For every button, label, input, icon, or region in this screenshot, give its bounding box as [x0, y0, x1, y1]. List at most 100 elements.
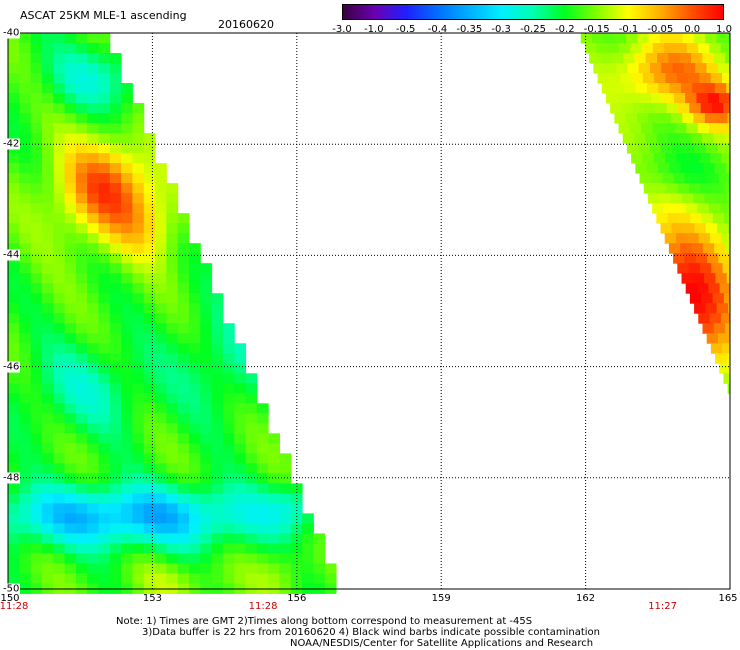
swath-cell: [200, 553, 213, 564]
swath-cell: [98, 503, 111, 514]
swath-cell: [711, 103, 724, 114]
swath-cell: [188, 543, 201, 554]
swath-cell: [155, 463, 167, 474]
swath-cell: [64, 253, 77, 264]
swath-cell: [30, 113, 43, 124]
swath-cell: [143, 313, 156, 324]
swath-cell: [87, 333, 99, 344]
swath-cell: [75, 363, 88, 374]
swath-cell: [143, 173, 156, 184]
swath-cell: [8, 173, 20, 184]
swath-cell: [222, 373, 235, 384]
swath-cell: [98, 33, 111, 44]
swath-cell: [177, 493, 190, 504]
swath-cell: [53, 283, 66, 294]
swath-cell: [19, 273, 32, 284]
swath-cell: [109, 303, 122, 314]
swath-cell: [696, 93, 709, 104]
swath-cell: [692, 273, 705, 284]
colorbar: [342, 4, 724, 20]
swath-cell: [714, 83, 727, 94]
swath-cell: [87, 503, 99, 514]
lon-tick-label: 153: [142, 593, 162, 604]
swath-cell: [188, 333, 201, 344]
swath-cell: [143, 523, 156, 534]
swath-cell: [177, 213, 190, 224]
swath-cell: [8, 413, 20, 424]
swath-cell: [53, 303, 66, 314]
swath-cell: [98, 43, 111, 54]
swath-cell: [166, 363, 179, 374]
swath-cell: [109, 113, 122, 124]
swath-cell: [41, 213, 54, 224]
swath-cell: [87, 123, 99, 134]
swath-cell: [132, 203, 145, 214]
swath-cell: [53, 423, 66, 434]
swath-cell: [245, 413, 258, 424]
swath-cell: [717, 143, 730, 154]
swath-cell: [109, 203, 122, 214]
swath-cell: [200, 523, 213, 534]
swath-cell: [8, 163, 20, 174]
swath-cell: [98, 433, 111, 444]
swath-cell: [121, 573, 133, 584]
swath-cell: [8, 543, 20, 554]
lat-tick-label: -42: [2, 138, 21, 150]
swath-cell: [674, 203, 687, 214]
swath-cell: [109, 453, 122, 464]
swath-cell: [177, 293, 190, 304]
swath-cell: [41, 43, 54, 54]
swath-cell: [188, 433, 201, 444]
swath-cell: [222, 413, 235, 424]
swath-cell: [8, 433, 20, 444]
swath-cell: [109, 523, 122, 534]
swath-cell: [75, 233, 88, 244]
swath-cell: [30, 363, 43, 374]
swath-cell: [53, 333, 66, 344]
swath-cell: [41, 423, 54, 434]
swath-cell: [211, 513, 224, 524]
swath-cell: [64, 403, 77, 414]
swath-cell: [132, 493, 145, 504]
swath-cell: [75, 413, 88, 424]
swath-cell: [53, 553, 66, 564]
swath-cell: [256, 573, 269, 584]
swath-cell: [109, 233, 122, 244]
swath-cell: [30, 263, 43, 274]
swath-cell: [53, 343, 66, 354]
swath-cell: [64, 203, 77, 214]
swath-cell: [623, 53, 635, 64]
swath-cell: [177, 523, 190, 534]
swath-cell: [53, 163, 66, 174]
swath-cell: [30, 353, 43, 364]
swath-cell: [632, 103, 645, 114]
swath-cell: [211, 413, 224, 424]
swath-cell: [19, 223, 32, 234]
swath-cell: [155, 293, 167, 304]
swath-cell: [64, 333, 77, 344]
swath-cell: [98, 153, 111, 164]
swath-cell: [234, 473, 247, 484]
swath-cell: [166, 383, 179, 394]
swath-cell: [98, 303, 111, 314]
swath-cell: [177, 233, 190, 244]
swath-cell: [702, 243, 715, 254]
swath-cell: [143, 243, 156, 254]
swath-cell: [8, 123, 20, 134]
swath-cell: [245, 423, 258, 434]
swath-cell: [177, 413, 190, 424]
swath-cell: [177, 363, 190, 374]
swath-cell: [677, 183, 690, 194]
swath-cell: [177, 483, 190, 494]
swath-cell: [177, 513, 190, 524]
swath-cell: [714, 163, 727, 174]
swath-cell: [211, 503, 224, 514]
swath-cell: [211, 323, 224, 334]
swath-cell: [98, 313, 111, 324]
swath-cell: [41, 163, 54, 174]
swath-cell: [234, 553, 247, 564]
swath-cell: [234, 443, 247, 454]
swath-cell: [691, 243, 704, 254]
swath-cell: [8, 523, 20, 534]
swath-cell: [87, 403, 99, 414]
